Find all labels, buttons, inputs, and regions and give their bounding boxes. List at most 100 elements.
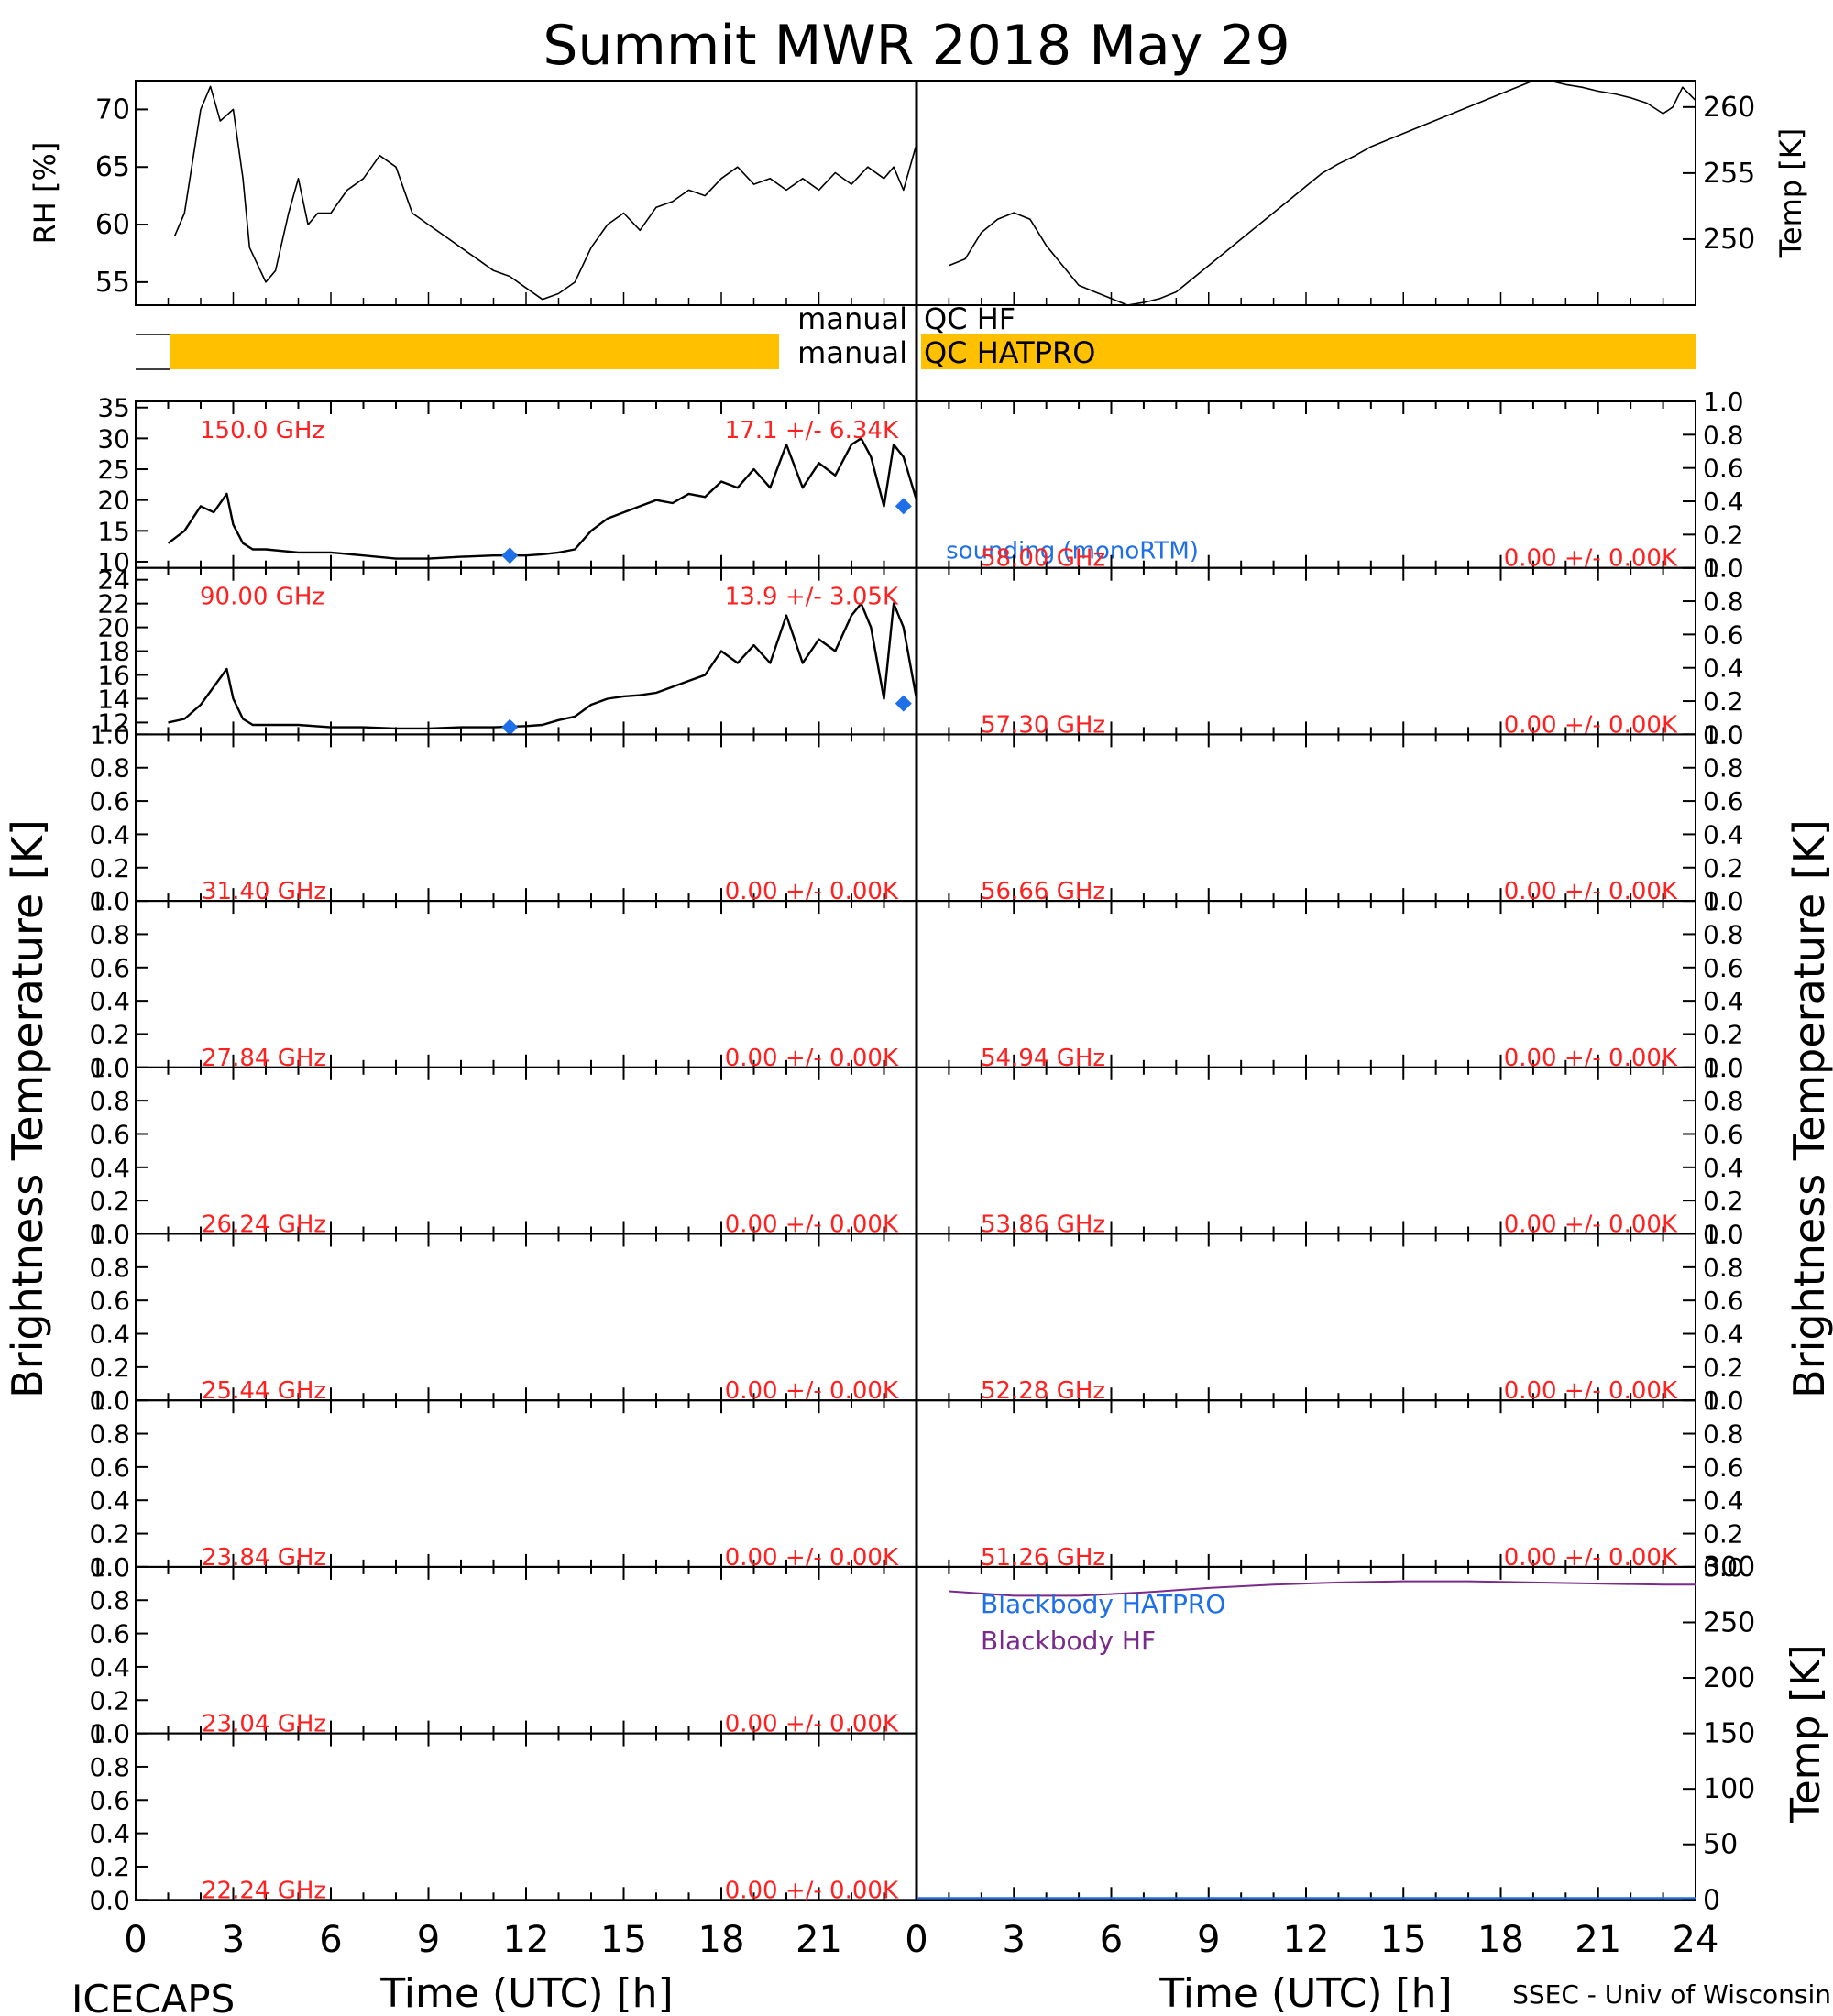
y-tick-label: 1.0 bbox=[89, 886, 130, 916]
series-line-blackbody-hf bbox=[949, 1580, 1696, 1597]
panel-temp: 250 255 260 Temp [K] bbox=[916, 80, 1808, 306]
y-tick-label: 0.8 bbox=[89, 753, 130, 783]
y-tick-label: 1.0 bbox=[1703, 553, 1744, 584]
y-tick-label: 1.0 bbox=[1703, 719, 1744, 750]
y-tick-label: 0.8 bbox=[89, 1086, 130, 1116]
y-tick-label: 0.2 bbox=[1703, 520, 1744, 550]
y-tick-label: 0.8 bbox=[1703, 1086, 1744, 1116]
series-line-temp bbox=[949, 80, 1696, 306]
x-axis-labels: 0 0 3 3 6 6 9 9 12 12 15 15 18 18 21 21 24 bbox=[124, 1919, 1718, 1961]
y-tick-label: 14 bbox=[97, 684, 130, 714]
y-tick-label: 0.8 bbox=[1703, 919, 1744, 949]
y-tick-label: 0.6 bbox=[89, 1119, 130, 1149]
y-tick-label: 0.2 bbox=[1703, 1186, 1744, 1216]
y-tick-label: 0.0 bbox=[89, 886, 130, 916]
y-tick-label: 0.6 bbox=[89, 1452, 130, 1483]
y-tick-label: 0.2 bbox=[89, 1186, 130, 1216]
x-tick-label-right: 24 bbox=[1673, 1919, 1719, 1961]
y-tick-label: 0.4 bbox=[89, 1153, 130, 1183]
y-tick-label: 0.0 bbox=[1703, 886, 1744, 916]
qc-hatpro-title: QC HATPRO bbox=[924, 335, 1095, 370]
y-tick-label: 0.8 bbox=[89, 919, 130, 949]
x-tick-label-right: 6 bbox=[1100, 1919, 1123, 1961]
xlabel-right: Time (UTC) [h] bbox=[1158, 1970, 1452, 2016]
y-tick-label: 0.4 bbox=[89, 986, 130, 1016]
panel-blackbody: 0 50 100 150 200 250 300 Temp [K] Blackbody HATP… bbox=[916, 1551, 1829, 1916]
y-tick-label: 0.2 bbox=[89, 1019, 130, 1049]
qc-hf-title: QC HF bbox=[924, 301, 1015, 336]
series-line-tb150 bbox=[167, 437, 918, 560]
channel-stats: 0.00 +/- 0.00K bbox=[725, 1877, 899, 1904]
qc-panel: manual QC HF manual QC HATPRO bbox=[136, 301, 1696, 370]
y-tick-label: 0.2 bbox=[1703, 1353, 1744, 1383]
y-tick-label: 0.2 bbox=[89, 1519, 130, 1550]
y-tick-label: 1.0 bbox=[89, 1386, 130, 1416]
y-tick-label: 0.6 bbox=[1703, 1119, 1744, 1149]
y-tick-label: 200 bbox=[1703, 1662, 1755, 1694]
y-tick-label: 0.0 bbox=[89, 1053, 130, 1083]
x-tick-label-left: 9 bbox=[417, 1919, 440, 1961]
y-tick-label: 1.0 bbox=[89, 1220, 130, 1250]
x-tick-label-left: 21 bbox=[796, 1919, 842, 1961]
y-tick-label: 0.6 bbox=[89, 1619, 130, 1649]
y-tick-label: 0.2 bbox=[1703, 1519, 1744, 1550]
x-tick-label-right: 18 bbox=[1477, 1919, 1524, 1961]
y-tick-label: 0.0 bbox=[1703, 1220, 1744, 1250]
y-tick-label: 0.4 bbox=[89, 819, 130, 849]
right-ylabel: Brightness Temperature [K] bbox=[1784, 819, 1833, 1398]
y-tick-label: 150 bbox=[1703, 1718, 1755, 1750]
sounding-marker bbox=[895, 498, 912, 515]
y-tick-label: 0.4 bbox=[89, 1485, 130, 1516]
series-line-tb90 bbox=[168, 602, 918, 730]
legend-blackbody-hf: Blackbody HF bbox=[981, 1626, 1156, 1656]
y-tick-label: 20 bbox=[97, 613, 130, 643]
x-tick-label-right: 0 bbox=[905, 1919, 927, 1961]
x-tick-label-right: 12 bbox=[1283, 1919, 1330, 1961]
y-tick-label: 0.0 bbox=[89, 1885, 130, 1915]
x-tick-label-left: 6 bbox=[319, 1919, 342, 1961]
y-tick-label: 0.0 bbox=[1703, 1386, 1744, 1416]
y-tick-label: 250 bbox=[1703, 224, 1755, 256]
y-tick-label: 60 bbox=[95, 209, 130, 241]
y-tick-label: 30 bbox=[97, 423, 130, 454]
y-tick-label: 0.4 bbox=[89, 1819, 130, 1849]
y-tick-label: 0.2 bbox=[89, 1685, 130, 1715]
y-tick-label: 0.6 bbox=[89, 953, 130, 983]
x-tick-label-right: 15 bbox=[1380, 1919, 1427, 1961]
y-tick-label: 0.8 bbox=[1703, 1253, 1744, 1283]
channel-stats: 13.9 +/- 3.05K bbox=[725, 584, 899, 611]
series-line-rh bbox=[173, 85, 917, 301]
y-tick-label: 1.0 bbox=[89, 1053, 130, 1083]
y-tick-label: 0.0 bbox=[89, 1719, 130, 1749]
y-tick-label: 0.8 bbox=[1703, 1419, 1744, 1450]
y-tick-label: 35 bbox=[97, 393, 130, 423]
x-tick-label-left: 18 bbox=[698, 1919, 745, 1961]
x-tick-label-left: 15 bbox=[600, 1919, 647, 1961]
figure-title: Summit MWR 2018 May 29 bbox=[543, 14, 1290, 78]
sounding-legend: sounding (monoRTM) bbox=[946, 538, 1199, 565]
y-tick-label: 0.0 bbox=[1703, 719, 1744, 750]
y-tick-label: 0.2 bbox=[1703, 686, 1744, 717]
left-ylabel: Brightness Temperature [K] bbox=[3, 819, 52, 1398]
y-tick-label: 1.0 bbox=[89, 1719, 130, 1749]
y-tick-label: 0.8 bbox=[1703, 753, 1744, 783]
y-tick-label: 0.6 bbox=[89, 786, 130, 816]
channel-label: 90.00 GHz bbox=[200, 584, 324, 611]
y-tick-label: 10 bbox=[97, 547, 130, 577]
y-tick-label: 0.0 bbox=[1703, 1053, 1744, 1083]
y-tick-label: 0.6 bbox=[1703, 454, 1744, 484]
y-tick-label: 12 bbox=[97, 707, 130, 738]
panel-rh: 55 60 65 70 RH [%] bbox=[27, 80, 917, 306]
y-tick-label: 1.0 bbox=[1703, 1053, 1744, 1083]
y-tick-label: 0.4 bbox=[89, 1320, 130, 1350]
panel-ylabel: Temp [K] bbox=[1783, 1644, 1829, 1823]
y-tick-label: 0.6 bbox=[1703, 786, 1744, 816]
y-tick-label: 0.4 bbox=[1703, 986, 1744, 1016]
channel-label: 150.0 GHz bbox=[200, 417, 324, 444]
footer-right: SSEC - Univ of Wisconsin bbox=[1512, 1979, 1831, 2010]
y-tick-label: 0.8 bbox=[89, 1253, 130, 1283]
y-tick-label: 15 bbox=[97, 516, 130, 546]
y-tick-label: 1.0 bbox=[1703, 1386, 1744, 1416]
